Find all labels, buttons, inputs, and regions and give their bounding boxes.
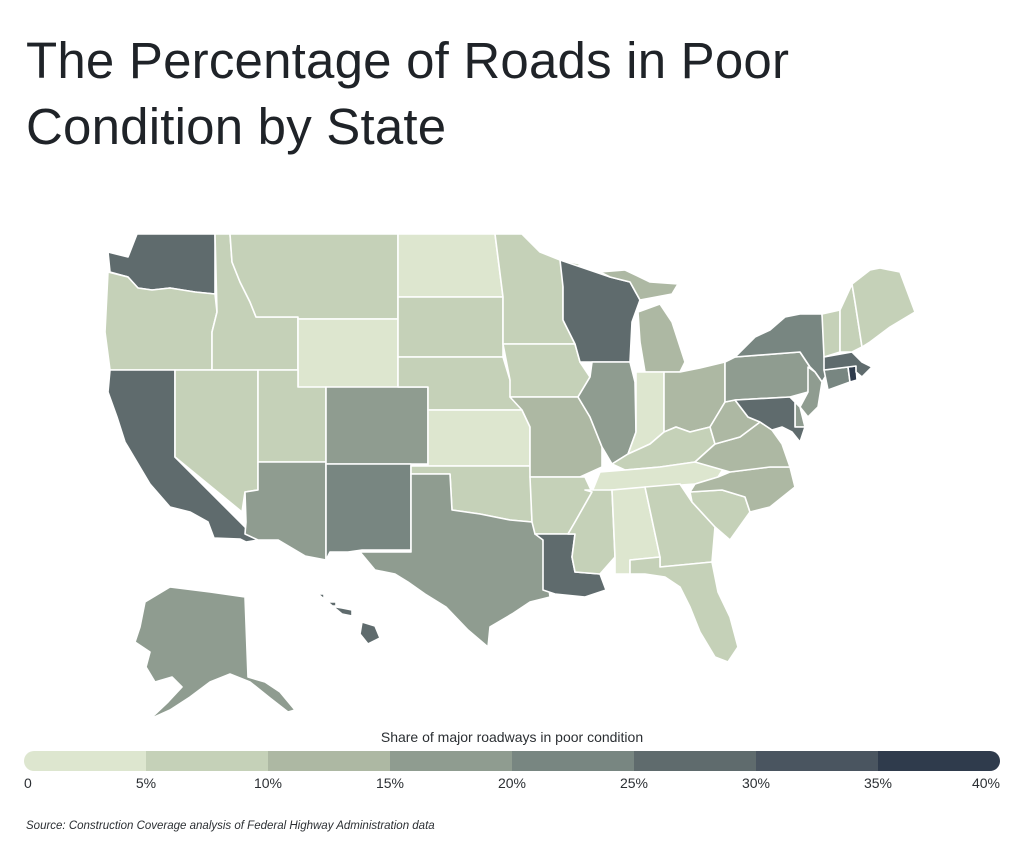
state-MA	[823, 351, 873, 378]
state-NM	[325, 463, 412, 561]
legend-tick-labels: 0 5% 10% 15% 20% 25% 30% 35% 40%	[24, 775, 1000, 795]
state-CO	[325, 386, 429, 465]
legend-tick-label: 40%	[971, 775, 1000, 791]
state-VT	[821, 309, 841, 358]
state-KS	[427, 409, 531, 467]
state-MT	[229, 233, 399, 320]
state-NC	[689, 466, 796, 513]
state-FL	[629, 556, 739, 663]
state-AK	[134, 586, 296, 720]
state-TX	[359, 473, 551, 648]
legend-tick-label: 20%	[497, 775, 527, 791]
map-title: The Percentage of Roads in Poor Conditio…	[26, 32, 790, 155]
state-MI	[637, 303, 686, 373]
legend-swatch-1	[146, 751, 269, 771]
legend-tick-label: 5%	[135, 775, 157, 791]
us-choropleth-map	[0, 222, 1024, 722]
legend-tick-label: 0	[24, 775, 32, 791]
legend-swatch-5	[634, 751, 757, 771]
legend-tick-label: 30%	[741, 775, 771, 791]
legend-tick-label: 25%	[619, 775, 649, 791]
legend-title: Share of major roadways in poor conditio…	[380, 729, 644, 745]
state-CT	[823, 366, 851, 391]
legend-color-scale	[24, 751, 1000, 771]
legend-swatch-4	[512, 751, 635, 771]
state-PA	[724, 351, 811, 403]
state-HI-islands	[317, 593, 353, 617]
legend-swatch-6	[756, 751, 879, 771]
state-NJ	[799, 366, 823, 418]
state-SD	[397, 296, 504, 358]
state-ME	[851, 267, 916, 348]
state-ND	[397, 233, 504, 298]
state-WY	[297, 318, 399, 398]
source-note: Source: Construction Coverage analysis o…	[26, 820, 435, 832]
legend-swatch-2	[268, 751, 391, 771]
state-CA	[107, 369, 259, 543]
legend-tick-label: 15%	[375, 775, 405, 791]
legend-tick-label: 10%	[253, 775, 283, 791]
legend-swatch-3	[390, 751, 513, 771]
state-MD	[734, 396, 806, 443]
legend-tick-label: 35%	[863, 775, 893, 791]
state-MI-upper	[599, 269, 679, 301]
legend-swatch-0	[24, 751, 147, 771]
legend-swatch-7	[878, 751, 1000, 771]
state-HI	[359, 621, 381, 645]
